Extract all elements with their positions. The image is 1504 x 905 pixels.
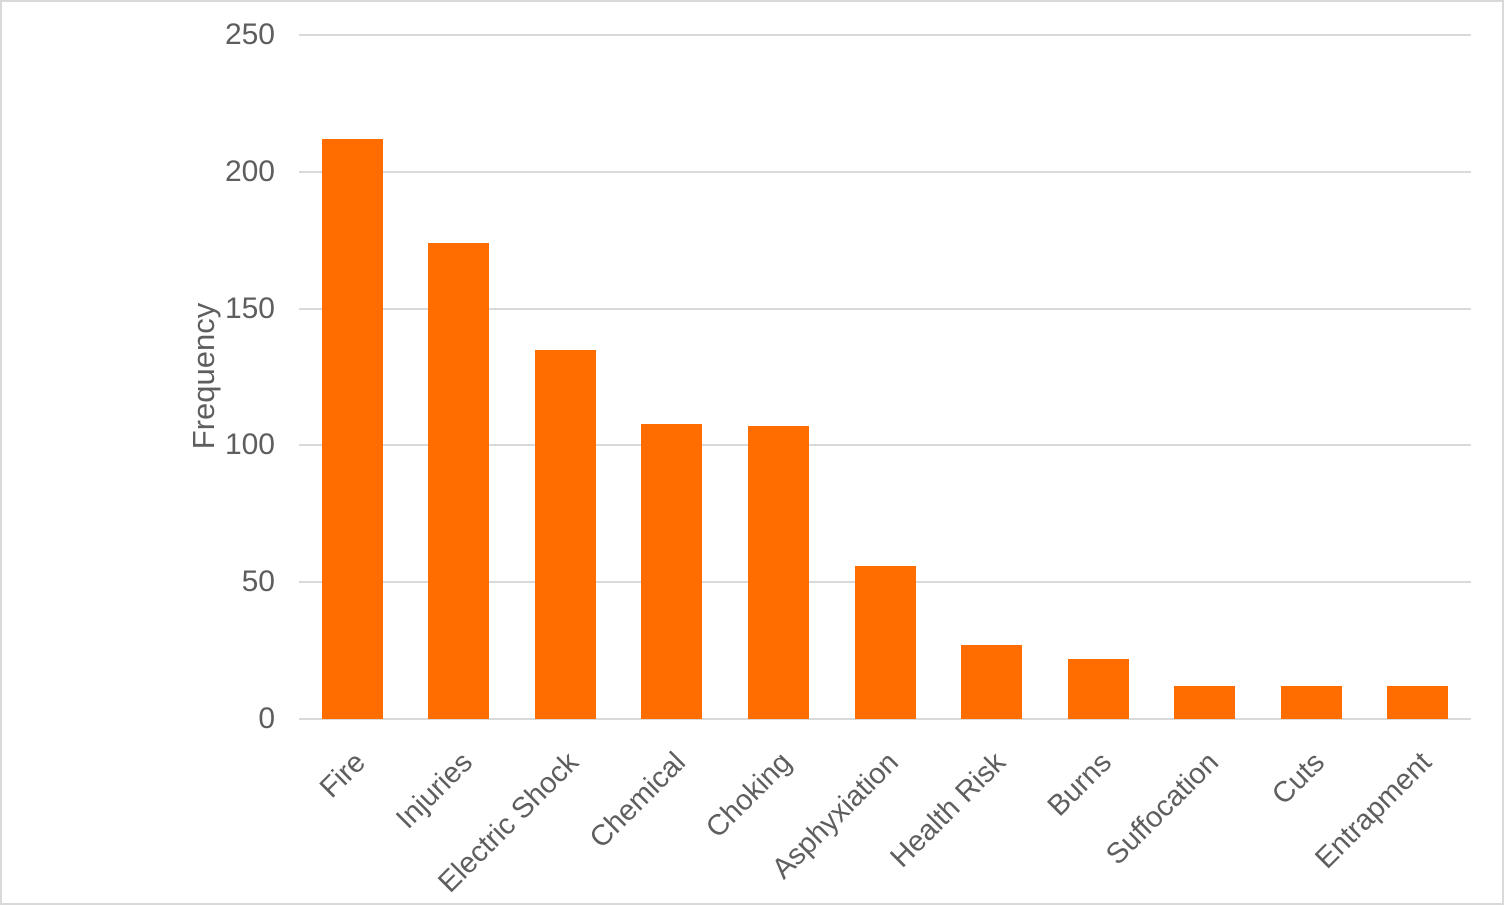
y-tick-label: 250 [224,18,275,51]
bar-choking [747,426,809,719]
y-tick-label: 100 [224,428,275,462]
plot-area: 0 50 100 150 200 250 Fire Injuries Electric Shoc… [225,20,1471,899]
bar-chemical [641,423,703,719]
bar-fire [321,138,383,719]
gridline-250 [299,34,1471,36]
gridline-0 [299,718,1471,720]
y-tick-label: 0 [258,702,275,735]
bar-entrapment [1387,686,1449,719]
bar-electric-shock [534,349,596,719]
y-tick-label: 150 [224,291,275,325]
bar-cuts [1280,686,1342,719]
bar-suffocation [1174,686,1236,719]
bar-asphyxiation [854,565,916,719]
gridline-200 [299,170,1471,173]
gridline-150 [299,307,1471,310]
gridline-100 [299,444,1471,447]
y-tick-label: 50 [241,565,275,599]
bar-injuries [428,242,490,719]
bar-burns [1067,658,1129,719]
bar-health-risk [961,645,1023,719]
y-axis-title: Frequency [186,302,221,450]
y-tick-label: 200 [224,154,275,188]
